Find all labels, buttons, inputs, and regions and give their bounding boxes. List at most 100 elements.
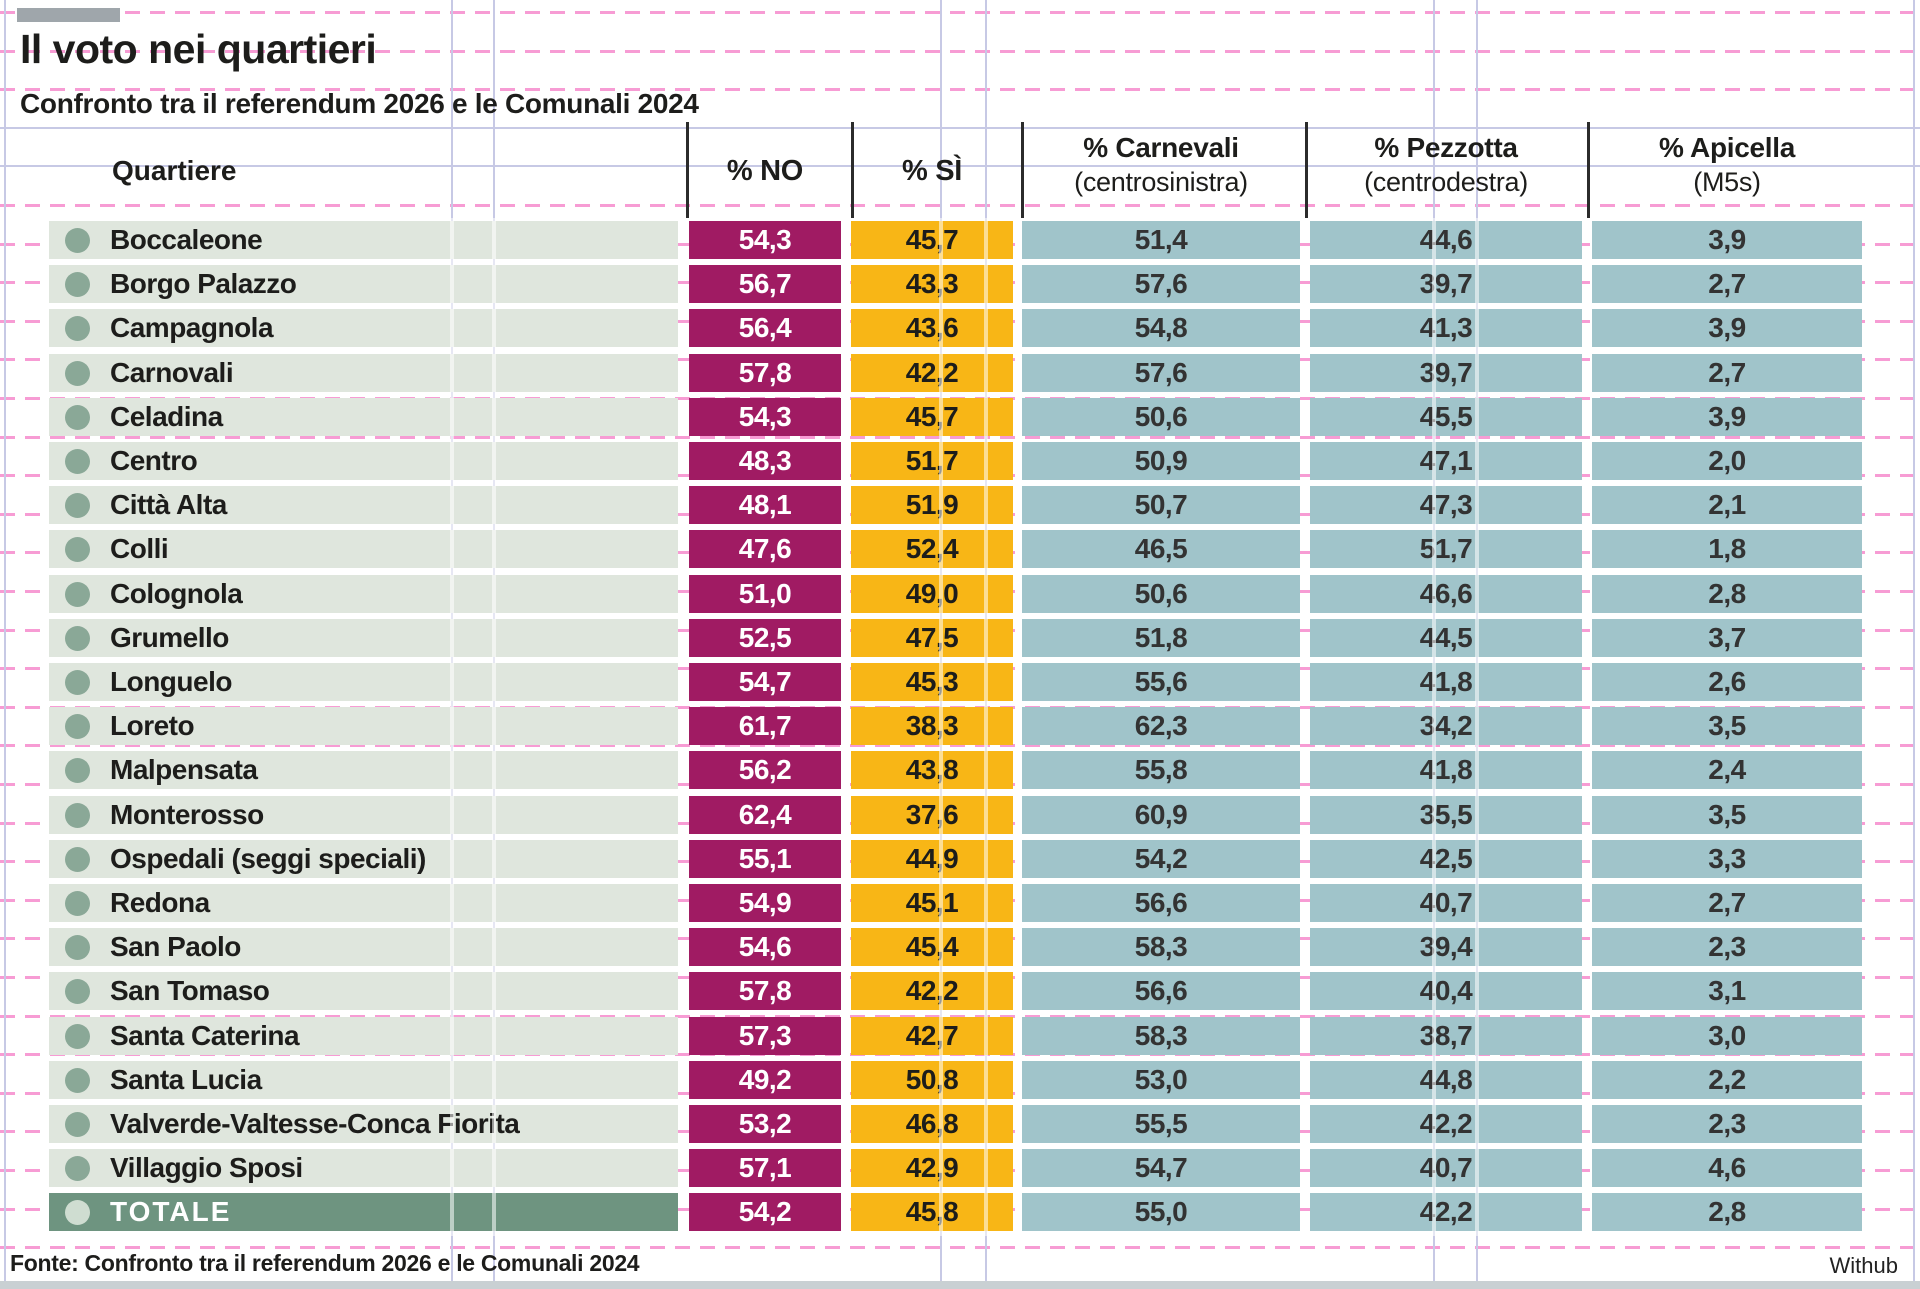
table-row: Valverde-Valtesse-Conca Fiorita 53,2 46,8 5…	[0, 1105, 1920, 1143]
apicella-value-cell: 3,9	[1592, 309, 1862, 348]
quartiere-bar: Colognola	[49, 574, 678, 613]
si-value-cell: 46,8	[851, 1105, 1013, 1143]
quartiere-bar: Longuelo	[49, 663, 678, 701]
quartiere-name: Grumello	[110, 621, 229, 653]
apicella-value-cell: 3,5	[1592, 795, 1862, 834]
quartiere-name: San Tomaso	[110, 975, 270, 1007]
pezzotta-value-cell: 42,5	[1310, 839, 1582, 878]
source-note: Fonte: Confronto tra il referendum 2026 …	[10, 1250, 640, 1276]
carnevali-value-cell: 50,9	[1022, 442, 1300, 480]
no-value-cell: 56,7	[689, 265, 841, 304]
si-value-cell: 42,2	[851, 972, 1013, 1011]
grid-vline-overlay	[1432, 218, 1436, 1236]
carnevali-value-cell: 51,8	[1022, 618, 1300, 657]
apicella-value-cell: 2,6	[1592, 663, 1862, 701]
table-row: Monterosso 62,4 37,6 60,9 35,5 3,5	[0, 795, 1920, 834]
bullet-icon	[65, 979, 90, 1005]
apicella-value-cell: 3,1	[1592, 972, 1862, 1011]
apicella-value-cell: 1,8	[1592, 530, 1862, 569]
table-row: Ospedali (seggi speciali) 55,1 44,9 54,2 42,…	[0, 839, 1920, 878]
carnevali-value-cell: 55,6	[1022, 663, 1300, 701]
grid-hline-dashed	[0, 204, 1920, 207]
quartiere-bar: Monterosso	[49, 795, 678, 834]
quartiere-name: Colli	[110, 533, 169, 565]
quartiere-name: Santa Lucia	[110, 1063, 262, 1095]
si-value-cell: 50,8	[851, 1060, 1013, 1099]
si-value-cell: 44,9	[851, 839, 1013, 878]
carnevali-value-cell: 56,6	[1022, 972, 1300, 1011]
quartiere-bar: Centro	[49, 442, 678, 480]
quartiere-bar: Città Alta	[49, 486, 678, 525]
si-value-cell: 52,4	[851, 530, 1013, 569]
carnevali-value-cell: 56,6	[1022, 884, 1300, 922]
si-value-cell: 45,3	[851, 663, 1013, 701]
apicella-value-cell: 2,0	[1592, 442, 1862, 480]
bullet-icon	[65, 670, 90, 695]
carnevali-value-cell: 58,3	[1022, 928, 1300, 967]
apicella-value-cell: 3,0	[1592, 1016, 1862, 1055]
no-value-cell: 57,8	[689, 972, 841, 1011]
si-value-cell: 42,2	[851, 353, 1013, 392]
no-value-cell: 61,7	[689, 707, 841, 746]
quartiere-name: TOTALE	[110, 1196, 232, 1228]
quartiere-name: Redona	[110, 887, 210, 918]
quartiere-name: Città Alta	[110, 489, 227, 521]
quartiere-name: Centro	[110, 445, 198, 476]
no-value-cell: 54,7	[689, 663, 841, 701]
table-row-total: TOTALE 54,2 45,8 55,0 42,2 2,8	[0, 1193, 1920, 1232]
column-header-quartiere: Quartiere	[112, 155, 237, 186]
carnevali-value-cell: 54,2	[1022, 839, 1300, 878]
quartiere-bar: Santa Lucia	[49, 1060, 678, 1099]
table-row: Borgo Palazzo 56,7 43,3 57,6 39,7 2,7	[0, 265, 1920, 304]
no-value-cell: 54,3	[689, 397, 841, 436]
quartiere-bar: Villaggio Sposi	[49, 1149, 678, 1188]
si-value-cell: 43,3	[851, 265, 1013, 304]
bottom-strip	[0, 1281, 1920, 1289]
pezzotta-value-cell: 47,3	[1310, 486, 1582, 525]
quartiere-bar: Santa Caterina	[49, 1016, 678, 1055]
table-row: Colognola 51,0 49,0 50,6 46,6 2,8	[0, 574, 1920, 613]
apicella-value-cell: 2,8	[1592, 574, 1862, 613]
bullet-icon	[65, 1200, 90, 1226]
bullet-icon	[65, 316, 90, 342]
pezzotta-value-cell: 44,5	[1310, 618, 1582, 657]
column-header-si: % SÌ	[901, 155, 963, 187]
no-value-cell: 56,2	[689, 751, 841, 790]
carnevali-value-cell: 50,7	[1022, 486, 1300, 525]
quartiere-name: San Paolo	[110, 931, 241, 963]
bullet-icon	[65, 891, 90, 916]
table-row: Campagnola 56,4 43,6 54,8 41,3 3,9	[0, 309, 1920, 348]
page-title: Il voto nei quartieri	[20, 26, 377, 72]
table-row: Colli 47,6 52,4 46,5 51,7 1,8	[0, 530, 1920, 569]
quartiere-bar: Borgo Palazzo	[49, 265, 678, 304]
quartiere-bar: Ospedali (seggi speciali)	[49, 839, 678, 878]
no-value-cell: 52,5	[689, 618, 841, 657]
grid-vline	[4, 0, 6, 1289]
carnevali-value-cell: 53,0	[1022, 1060, 1300, 1099]
pezzotta-value-cell: 47,1	[1310, 442, 1582, 480]
no-value-cell: 54,3	[689, 221, 841, 259]
no-value-cell: 57,3	[689, 1016, 841, 1055]
apicella-value-cell: 2,1	[1592, 486, 1862, 525]
table-row: Loreto 61,7 38,3 62,3 34,2 3,5	[0, 707, 1920, 746]
si-value-cell: 45,7	[851, 397, 1013, 436]
no-value-cell: 48,1	[689, 486, 841, 525]
bullet-icon	[65, 1067, 90, 1093]
grid-hline-solid	[0, 165, 1920, 167]
apicella-value-cell: 2,4	[1592, 751, 1862, 790]
si-value-cell: 49,0	[851, 574, 1013, 613]
apicella-value-cell: 2,7	[1592, 353, 1862, 392]
quartiere-bar: Campagnola	[49, 309, 678, 348]
kicker-bar	[17, 8, 120, 22]
pezzotta-value-cell: 40,7	[1310, 1149, 1582, 1188]
column-header-no: % NO	[726, 155, 804, 187]
table-row: Città Alta 48,1 51,9 50,7 47,3 2,1	[0, 486, 1920, 525]
table-row: Redona 54,9 45,1 56,6 40,7 2,7	[0, 884, 1920, 922]
bullet-icon	[65, 537, 90, 563]
no-value-cell: 53,2	[689, 1105, 841, 1143]
quartiere-name: Malpensata	[110, 754, 258, 786]
column-header-carnevali: % Carnevali (centrosinistra)	[1074, 132, 1248, 197]
carnevali-value-cell: 50,6	[1022, 397, 1300, 436]
no-value-cell: 56,4	[689, 309, 841, 348]
no-value-cell: 51,0	[689, 574, 841, 613]
